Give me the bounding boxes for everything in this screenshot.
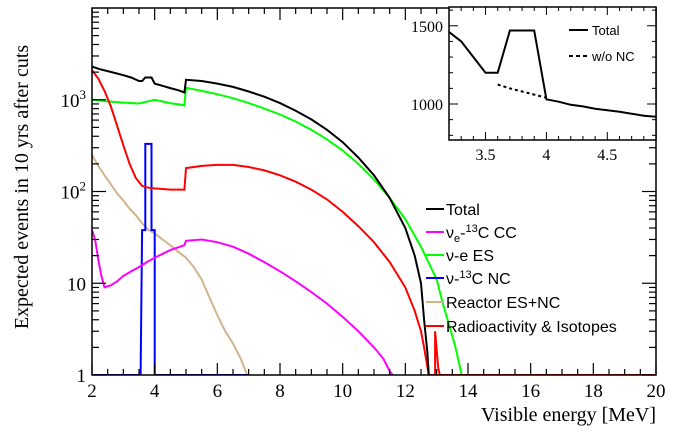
- y-tick-label: 103: [61, 87, 87, 112]
- inset-line-total: [449, 29, 656, 118]
- series-line-nu-c13-nc: [92, 142, 249, 375]
- x-tick-label: 8: [275, 381, 285, 402]
- main-plot-series: [92, 65, 656, 375]
- x-tick-label: 2: [87, 381, 97, 402]
- x-tick-label: 14: [459, 381, 479, 402]
- y-tick-label: 10: [67, 274, 86, 295]
- inset-x-tick-label: 4.5: [597, 147, 617, 164]
- inset-line-without-nc: [497, 83, 547, 99]
- x-tick-label: 12: [396, 381, 415, 402]
- legend: Total νe-13C CC ν-e ES ν-13C NC Reactor …: [426, 202, 617, 336]
- x-tick-label: 20: [647, 381, 666, 402]
- inset-y-tick-label: 1500: [411, 19, 443, 36]
- inset-frame: [448, 6, 657, 141]
- x-tick-label: 10: [333, 381, 352, 402]
- y-tick-label: 1: [77, 366, 87, 387]
- legend-label-radio: Radioactivity & Isotopes: [446, 319, 617, 336]
- series-line-reactor: [92, 154, 249, 375]
- inset-legend-label-without-nc: w/o NC: [591, 49, 635, 64]
- x-tick-label: 6: [213, 381, 223, 402]
- legend-label-total: Total: [446, 202, 480, 219]
- x-tick-label: 18: [584, 381, 603, 402]
- main-series-lines: [92, 65, 656, 375]
- series-line-total: [92, 65, 430, 375]
- x-tick-label: 4: [150, 381, 160, 402]
- inset-axes: 3.5 4 4.5 1000 1500: [411, 6, 657, 164]
- series-line-radio: [92, 69, 656, 375]
- legend-label-nu-e-es: ν-e ES: [446, 248, 494, 265]
- legend-label-nue-cc: νe-13C CC: [446, 223, 517, 245]
- series-line-nu-e-es: [92, 86, 463, 375]
- x-tick-label: 16: [521, 381, 540, 402]
- legend-label-reactor: Reactor ES+NC: [446, 295, 560, 312]
- inset-chart: 3.5 4 4.5 1000 1500 Total w/o NC: [411, 6, 657, 164]
- y-tick-label: 102: [61, 179, 87, 204]
- inset-series: [449, 29, 656, 118]
- x-axis-label: Visible energy [MeV]: [481, 404, 656, 426]
- inset-legend: Total w/o NC: [569, 23, 635, 64]
- inset-y-tick-label: 1000: [411, 97, 443, 114]
- legend-label-nu-c13-nc: ν-13C NC: [446, 269, 511, 288]
- inset-background: [449, 7, 656, 140]
- y-axis-label: Expected events in 10 yrs after cuts: [11, 45, 33, 330]
- inset-series-lines: [449, 29, 656, 118]
- inset-legend-label-total: Total: [592, 23, 620, 38]
- inset-x-tick-label: 3.5: [476, 147, 496, 164]
- inset-x-tick-label: 4: [542, 147, 550, 164]
- main-plot-axes: 2 4 6 8 10 12 14 16 18 20 1 10 102 103: [61, 7, 666, 402]
- series-line-nue-cc: [92, 229, 394, 375]
